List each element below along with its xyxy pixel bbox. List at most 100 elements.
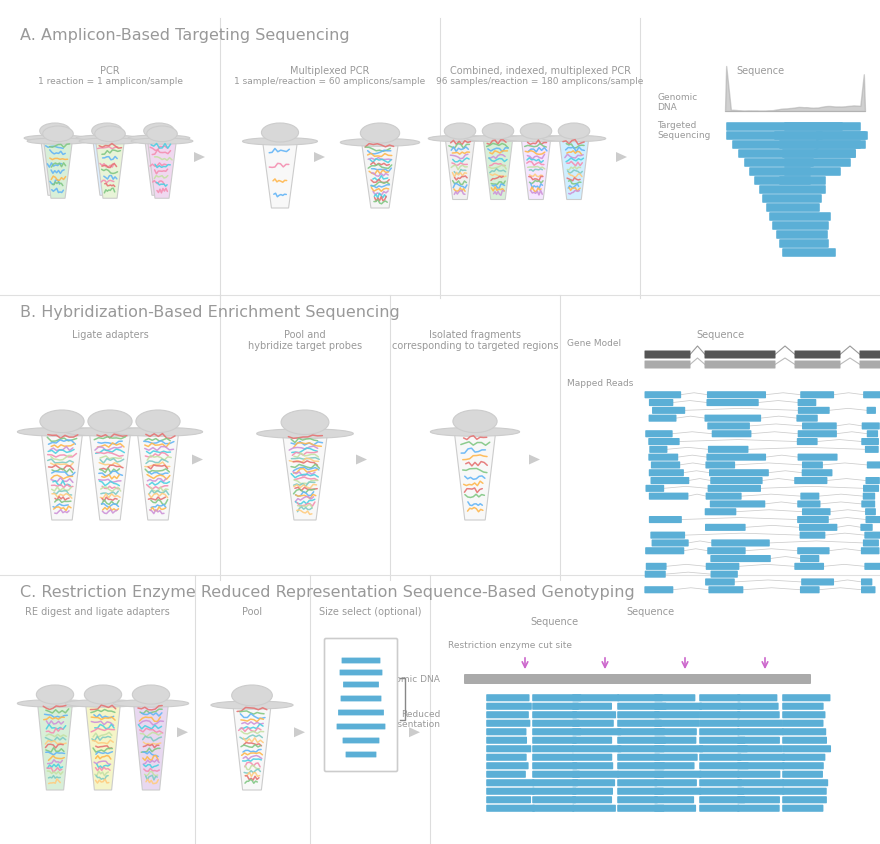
FancyBboxPatch shape xyxy=(649,453,678,461)
Ellipse shape xyxy=(79,138,141,144)
FancyBboxPatch shape xyxy=(864,532,880,538)
FancyBboxPatch shape xyxy=(782,149,855,158)
FancyBboxPatch shape xyxy=(572,804,616,812)
FancyBboxPatch shape xyxy=(865,477,880,484)
Polygon shape xyxy=(44,143,72,198)
FancyBboxPatch shape xyxy=(779,140,861,149)
FancyBboxPatch shape xyxy=(705,414,761,422)
FancyBboxPatch shape xyxy=(759,185,825,194)
FancyBboxPatch shape xyxy=(802,469,832,476)
FancyBboxPatch shape xyxy=(782,796,827,803)
FancyBboxPatch shape xyxy=(862,500,876,507)
Polygon shape xyxy=(93,140,121,195)
FancyBboxPatch shape xyxy=(651,539,689,547)
FancyBboxPatch shape xyxy=(860,360,880,369)
Polygon shape xyxy=(263,143,297,208)
Polygon shape xyxy=(90,434,130,520)
Text: Size select (optional): Size select (optional) xyxy=(319,607,422,617)
FancyBboxPatch shape xyxy=(617,771,664,778)
Polygon shape xyxy=(148,143,176,198)
Ellipse shape xyxy=(257,429,353,438)
FancyBboxPatch shape xyxy=(700,711,740,718)
Text: Gene Model: Gene Model xyxy=(567,339,621,348)
Ellipse shape xyxy=(24,135,86,141)
FancyBboxPatch shape xyxy=(572,728,621,735)
Ellipse shape xyxy=(84,685,121,704)
FancyBboxPatch shape xyxy=(861,547,879,555)
FancyBboxPatch shape xyxy=(862,438,879,445)
FancyBboxPatch shape xyxy=(705,508,737,516)
FancyBboxPatch shape xyxy=(464,674,811,684)
FancyBboxPatch shape xyxy=(532,787,576,795)
FancyBboxPatch shape xyxy=(486,779,534,787)
Ellipse shape xyxy=(92,123,122,138)
FancyBboxPatch shape xyxy=(654,804,696,812)
FancyBboxPatch shape xyxy=(336,723,385,729)
FancyBboxPatch shape xyxy=(776,230,828,239)
FancyBboxPatch shape xyxy=(700,787,744,795)
FancyBboxPatch shape xyxy=(644,360,691,369)
FancyBboxPatch shape xyxy=(779,176,825,185)
FancyBboxPatch shape xyxy=(706,493,742,500)
FancyBboxPatch shape xyxy=(779,239,829,248)
FancyBboxPatch shape xyxy=(860,350,880,359)
FancyBboxPatch shape xyxy=(782,787,826,795)
FancyBboxPatch shape xyxy=(650,532,686,538)
Text: corresponding to targeted regions: corresponding to targeted regions xyxy=(392,341,558,351)
FancyBboxPatch shape xyxy=(654,796,694,803)
FancyBboxPatch shape xyxy=(865,516,880,523)
FancyBboxPatch shape xyxy=(700,703,741,710)
FancyBboxPatch shape xyxy=(782,779,828,787)
FancyBboxPatch shape xyxy=(617,745,664,752)
FancyBboxPatch shape xyxy=(342,738,379,744)
Ellipse shape xyxy=(482,123,514,139)
FancyBboxPatch shape xyxy=(737,703,779,710)
FancyBboxPatch shape xyxy=(865,446,879,453)
FancyBboxPatch shape xyxy=(802,462,823,468)
Ellipse shape xyxy=(147,126,177,142)
FancyBboxPatch shape xyxy=(737,762,785,769)
FancyBboxPatch shape xyxy=(649,469,684,476)
FancyBboxPatch shape xyxy=(705,360,775,369)
FancyBboxPatch shape xyxy=(617,703,666,710)
FancyBboxPatch shape xyxy=(726,131,823,140)
FancyBboxPatch shape xyxy=(486,728,526,735)
FancyBboxPatch shape xyxy=(708,446,749,453)
FancyBboxPatch shape xyxy=(708,484,761,492)
FancyBboxPatch shape xyxy=(796,438,818,445)
Polygon shape xyxy=(177,728,188,738)
FancyBboxPatch shape xyxy=(532,804,575,812)
Ellipse shape xyxy=(88,410,132,433)
FancyBboxPatch shape xyxy=(797,399,817,406)
FancyBboxPatch shape xyxy=(708,587,744,593)
FancyBboxPatch shape xyxy=(341,695,381,701)
FancyBboxPatch shape xyxy=(654,779,697,787)
FancyBboxPatch shape xyxy=(572,745,621,752)
FancyBboxPatch shape xyxy=(651,462,680,468)
FancyBboxPatch shape xyxy=(486,720,531,727)
Ellipse shape xyxy=(43,126,73,142)
FancyBboxPatch shape xyxy=(795,563,824,570)
FancyBboxPatch shape xyxy=(654,695,695,701)
Ellipse shape xyxy=(18,427,106,436)
FancyBboxPatch shape xyxy=(795,350,840,359)
FancyBboxPatch shape xyxy=(617,754,660,760)
FancyBboxPatch shape xyxy=(700,779,742,787)
FancyBboxPatch shape xyxy=(737,728,784,735)
Text: Ligate adapters: Ligate adapters xyxy=(71,330,149,340)
FancyBboxPatch shape xyxy=(737,720,783,727)
FancyBboxPatch shape xyxy=(737,787,784,795)
Ellipse shape xyxy=(453,410,497,433)
FancyBboxPatch shape xyxy=(863,539,879,547)
FancyBboxPatch shape xyxy=(486,754,527,760)
FancyBboxPatch shape xyxy=(817,131,868,140)
Polygon shape xyxy=(137,434,179,520)
Ellipse shape xyxy=(77,135,138,141)
Text: Sequence: Sequence xyxy=(736,66,784,76)
Polygon shape xyxy=(85,706,121,790)
FancyBboxPatch shape xyxy=(700,771,739,778)
FancyBboxPatch shape xyxy=(708,422,750,430)
FancyBboxPatch shape xyxy=(782,762,824,769)
FancyBboxPatch shape xyxy=(710,555,771,562)
Polygon shape xyxy=(522,140,551,199)
